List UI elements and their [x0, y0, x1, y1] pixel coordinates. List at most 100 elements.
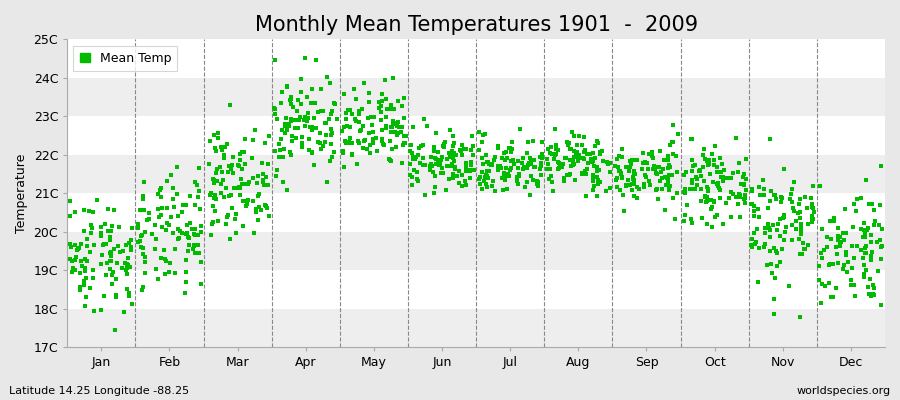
Point [549, 146, 563, 152]
Point [183, 192, 197, 199]
Point [100, 260, 114, 266]
Point [838, 206, 852, 212]
Title: Monthly Mean Temperatures 1901  -  2009: Monthly Mean Temperatures 1901 - 2009 [255, 15, 698, 35]
Point [429, 161, 444, 167]
Point [308, 100, 322, 106]
Point [395, 103, 410, 110]
Point [716, 178, 731, 185]
Point [342, 139, 356, 145]
Point [104, 272, 119, 279]
Point [338, 116, 353, 122]
Point [860, 227, 875, 233]
Point [223, 192, 238, 198]
Point [245, 154, 259, 161]
Point [814, 300, 829, 307]
Point [859, 267, 873, 274]
Point [503, 145, 517, 151]
Point [254, 206, 268, 213]
Point [414, 143, 428, 150]
Point [328, 100, 342, 107]
Point [523, 155, 537, 161]
Point [137, 179, 151, 186]
Point [567, 148, 581, 155]
Point [312, 140, 327, 147]
Point [769, 195, 783, 202]
Point [464, 162, 478, 168]
Point [454, 183, 469, 190]
Point [835, 229, 850, 236]
Point [365, 121, 380, 128]
Point [738, 195, 752, 202]
Point [304, 86, 319, 92]
Point [738, 176, 752, 182]
Point [192, 188, 206, 194]
Point [786, 205, 800, 211]
Point [285, 133, 300, 139]
Point [223, 102, 238, 108]
Point [527, 164, 542, 170]
Bar [68, 193, 885, 232]
Point [283, 123, 297, 129]
Point [383, 102, 398, 108]
Point [839, 252, 853, 258]
Point [410, 169, 425, 176]
Point [704, 197, 718, 203]
Point [626, 193, 641, 199]
Point [736, 174, 751, 180]
Point [220, 169, 235, 176]
Point [618, 182, 633, 188]
Point [304, 100, 319, 106]
Point [502, 173, 517, 180]
Point [366, 136, 381, 142]
Point [103, 234, 117, 240]
Point [388, 129, 402, 136]
Point [213, 190, 228, 196]
Point [683, 216, 698, 222]
Point [494, 164, 508, 171]
Point [215, 169, 230, 175]
Point [221, 193, 236, 199]
Point [384, 124, 399, 130]
Point [249, 208, 264, 215]
Point [767, 245, 781, 252]
Point [567, 133, 581, 139]
Point [861, 284, 876, 290]
Point [122, 240, 136, 246]
Point [713, 194, 727, 201]
Point [94, 233, 108, 239]
Point [590, 192, 604, 199]
Point [565, 129, 580, 136]
Point [751, 225, 765, 232]
Point [166, 185, 180, 191]
Point [533, 166, 547, 172]
Point [711, 180, 725, 186]
Point [302, 110, 316, 116]
Point [358, 137, 373, 143]
Point [760, 205, 775, 212]
Point [472, 129, 486, 136]
Point [108, 294, 122, 300]
Point [484, 162, 499, 168]
Point [372, 105, 386, 111]
Point [341, 138, 356, 145]
Point [293, 101, 308, 107]
Point [458, 160, 473, 167]
Point [398, 139, 412, 146]
Point [777, 212, 791, 218]
Point [378, 76, 392, 83]
Point [749, 239, 763, 245]
Point [709, 212, 724, 218]
Point [404, 141, 419, 148]
Point [386, 75, 400, 81]
Point [835, 266, 850, 272]
Point [394, 124, 409, 131]
Point [447, 164, 462, 170]
Point [615, 175, 629, 182]
Point [213, 164, 228, 170]
Point [154, 212, 168, 218]
Point [716, 174, 730, 180]
Point [847, 200, 861, 207]
Point [446, 154, 460, 160]
Point [374, 116, 389, 123]
Point [390, 122, 404, 129]
